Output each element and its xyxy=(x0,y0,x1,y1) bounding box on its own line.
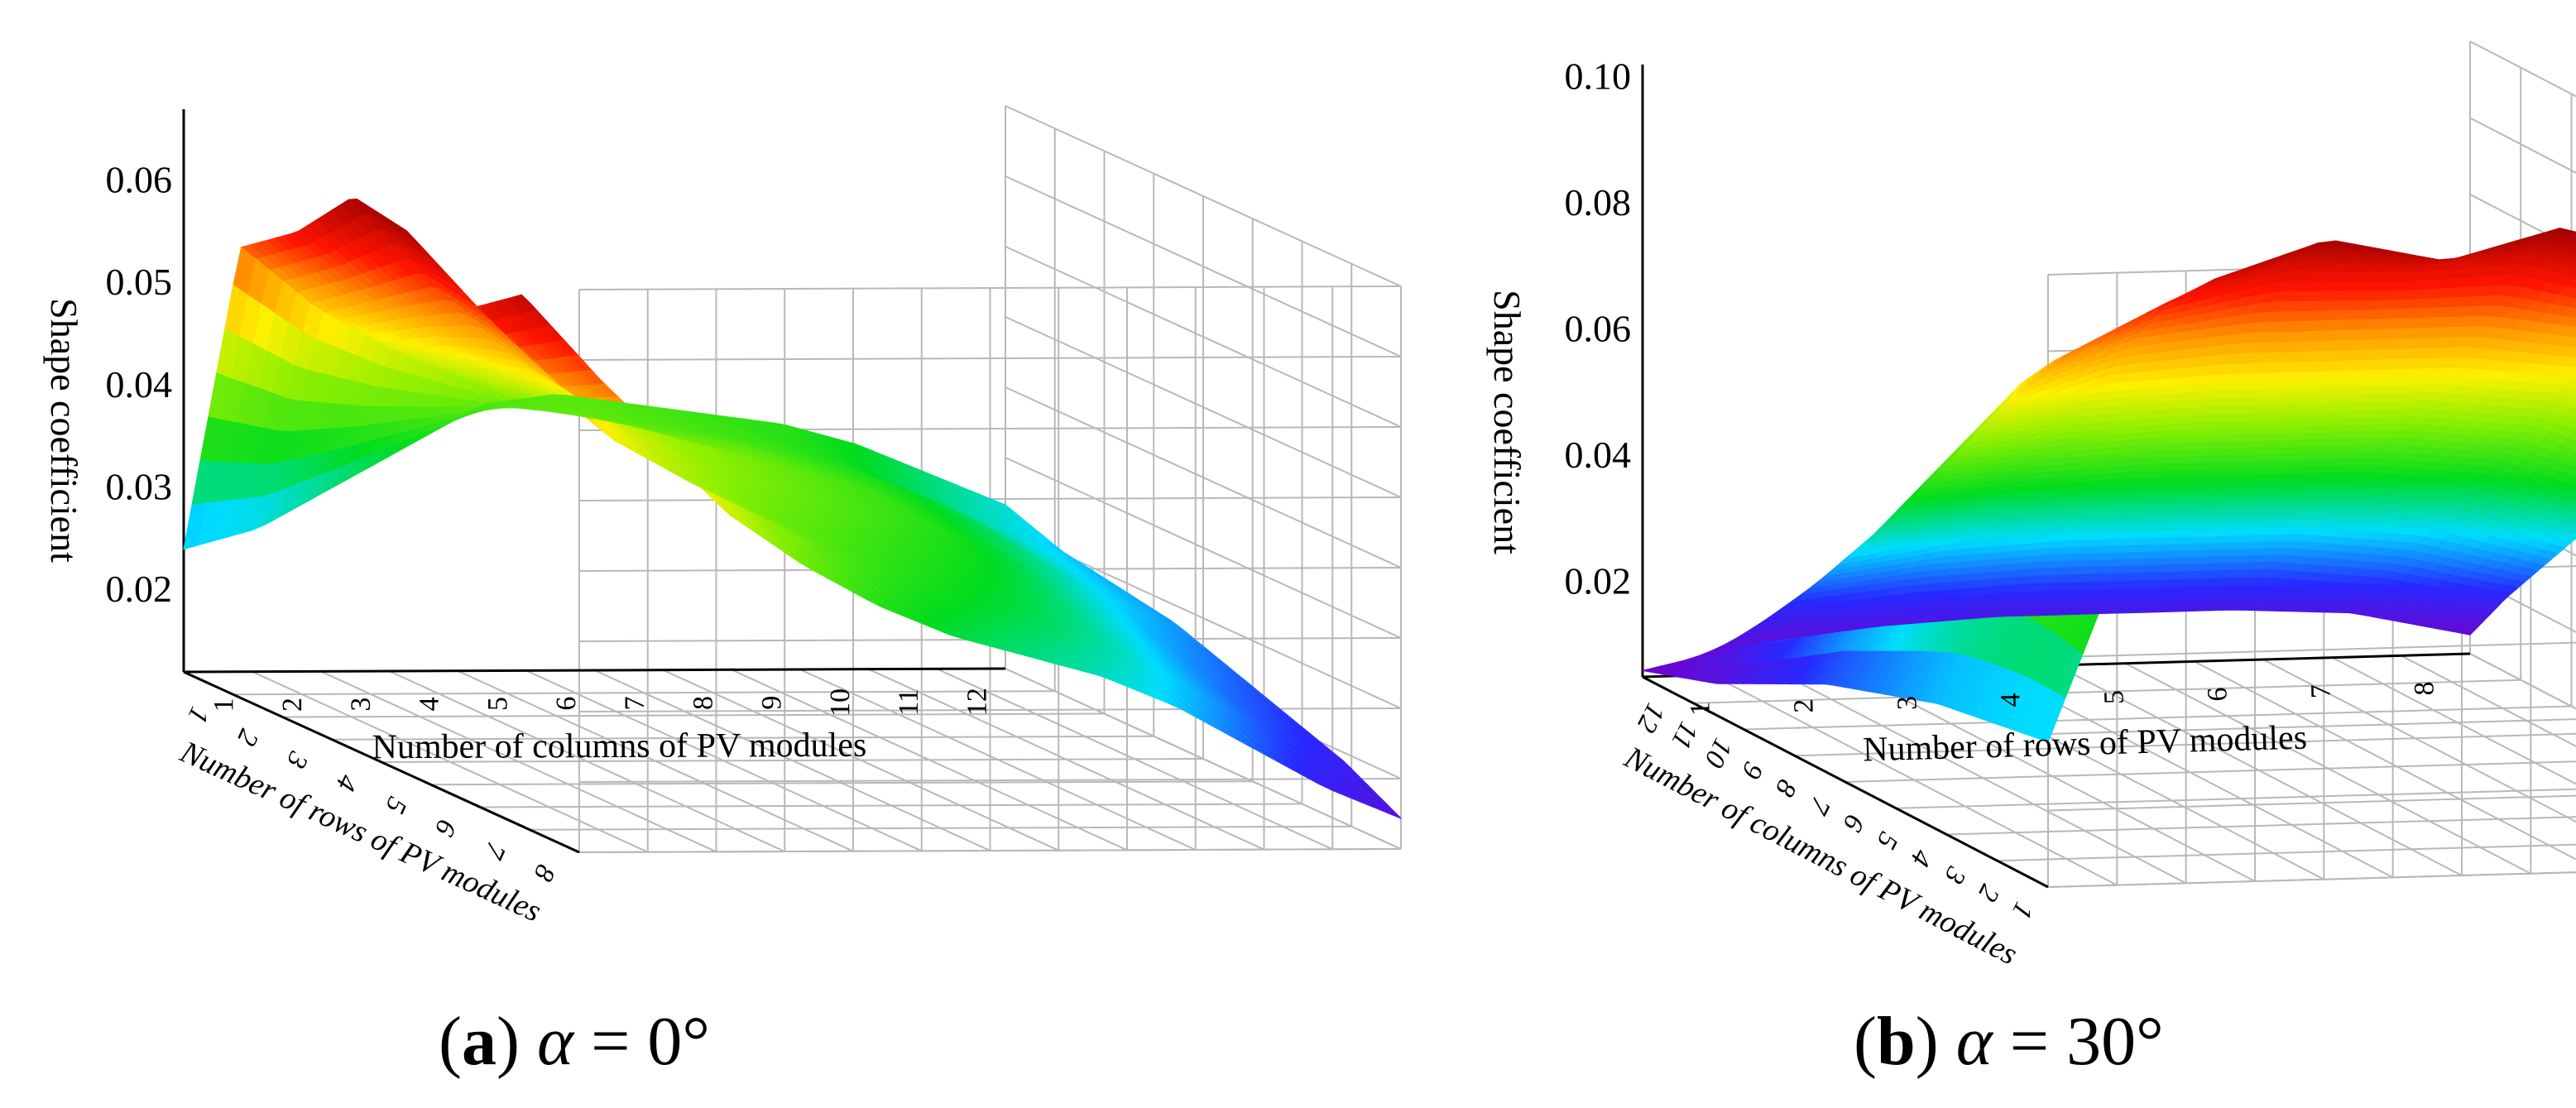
panel-b-x-tick-label: 2 xyxy=(1972,880,2006,906)
panel-a-y-tick-label: 8 xyxy=(688,696,719,710)
panel-b-z-tick-label: 0.02 xyxy=(1565,560,1632,602)
panel-a-x-tick-label: 7 xyxy=(477,837,512,865)
panel-a-y-tick-label: 3 xyxy=(346,698,377,712)
panel-a-x-tick-label: 2 xyxy=(231,725,265,751)
panel-b-z-tick-label: 0.10 xyxy=(1565,55,1632,97)
panel-a-surface xyxy=(183,198,1402,819)
panel-b-y-tick-label: 2 xyxy=(1788,698,1819,713)
panel-b-y-tick-label: 7 xyxy=(2305,684,2336,699)
panel-b-y-tick-label: 8 xyxy=(2409,681,2439,696)
panel-b-z-tick-label: 0.08 xyxy=(1565,181,1632,223)
panel-a-x-tick-label: 6 xyxy=(429,815,463,841)
panel-a-y-axis xyxy=(183,667,1006,674)
panel-a-y-tick-label: 11 xyxy=(894,688,924,716)
panel-a-caption: (a) α = 0° xyxy=(439,1003,711,1080)
panel-a-z-axis-title: Shape coefficient xyxy=(43,298,85,563)
panel-a-x-tick-label: 3 xyxy=(281,746,314,773)
panel-b-y-tick-label: 5 xyxy=(2099,690,2129,705)
panel-a-x-tick-label: 5 xyxy=(379,793,413,818)
panel-b-caption-angle: = 30° xyxy=(1992,1003,2164,1080)
panel-a-x-tick-label: 4 xyxy=(329,770,363,795)
panel-a-z-tick-label: 0.05 xyxy=(106,261,173,303)
panel-a-y-tick-label: 4 xyxy=(415,697,445,711)
panel-a-y-tick-label: 7 xyxy=(620,696,650,710)
panel-a-z-tick-label: 0.03 xyxy=(106,465,173,507)
panel-b-y-tick-label: 1 xyxy=(1685,702,1715,717)
panel-a-z-tick-label: 0.02 xyxy=(106,568,173,610)
panel-b-caption-symbol: α xyxy=(1955,1003,1993,1080)
panel-b-x-tick-label: 5 xyxy=(1870,827,1904,854)
panel-b-x-tick-label: 1 xyxy=(2006,897,2040,923)
panel-a-y-tick-label: 6 xyxy=(551,697,582,711)
panel-b-x-tick-label: 4 xyxy=(1904,845,1938,871)
panel-b-z-tick-label: 0.06 xyxy=(1565,307,1632,349)
panel-a-caption-angle: = 0° xyxy=(573,1003,711,1080)
panel-b-caption-label: b xyxy=(1876,1003,1916,1080)
panel-a-y-tick-label: 5 xyxy=(482,697,513,711)
panel-b-caption: (b) α = 30° xyxy=(1854,1003,2164,1080)
panel-a-caption-label: a xyxy=(461,1003,496,1080)
panel-b-z-tick-label: 0.04 xyxy=(1565,434,1632,476)
panel-a-x-tick-label: 8 xyxy=(527,860,561,885)
panel-a-z-tick-label: 0.06 xyxy=(106,159,173,201)
panel-b-y-tick-label: 4 xyxy=(1995,693,2026,707)
panel-b-y-tick-label: 3 xyxy=(1892,696,1922,711)
panel-a-y-axis-title: Number of columns of PV modules xyxy=(372,727,867,766)
panel-a-y-tick-label: 2 xyxy=(277,698,308,712)
panel-b-z-axis-title: Shape coefficient xyxy=(1486,290,1528,554)
panel-b-x-tick-label: 3 xyxy=(1938,861,1972,889)
panel-b-x-tick-label: 11 xyxy=(1665,717,1704,754)
panel-b-x-tick-label: 9 xyxy=(1735,757,1769,784)
panel-a-y-tick-label: 12 xyxy=(962,688,993,716)
panel-b-x-tick-label: 12 xyxy=(1630,698,1670,737)
panel-a-y-tick-label: 10 xyxy=(825,688,856,717)
panel-b-x-tick-label: 7 xyxy=(1802,792,1837,820)
panel-b-x-tick-label: 8 xyxy=(1769,775,1803,801)
panel-b-x-axis xyxy=(1642,675,2049,889)
panel-b-x-tick-label: 10 xyxy=(1698,733,1738,772)
panel-a-y-tick-label: 9 xyxy=(756,696,787,710)
panel-a-y-tick-label: 1 xyxy=(209,698,239,712)
panel-a-x-axis xyxy=(183,670,580,854)
panel-b-y-tick-label: 6 xyxy=(2202,687,2233,702)
panel-b-surface xyxy=(1642,228,2576,743)
panel-b-x-axis-title: Number of columns of PV modules xyxy=(1619,740,2023,972)
panel-a-caption-symbol: α xyxy=(536,1003,574,1080)
panel-b-x-tick-label: 6 xyxy=(1836,809,1870,836)
panel-a-z-tick-label: 0.04 xyxy=(106,363,173,405)
